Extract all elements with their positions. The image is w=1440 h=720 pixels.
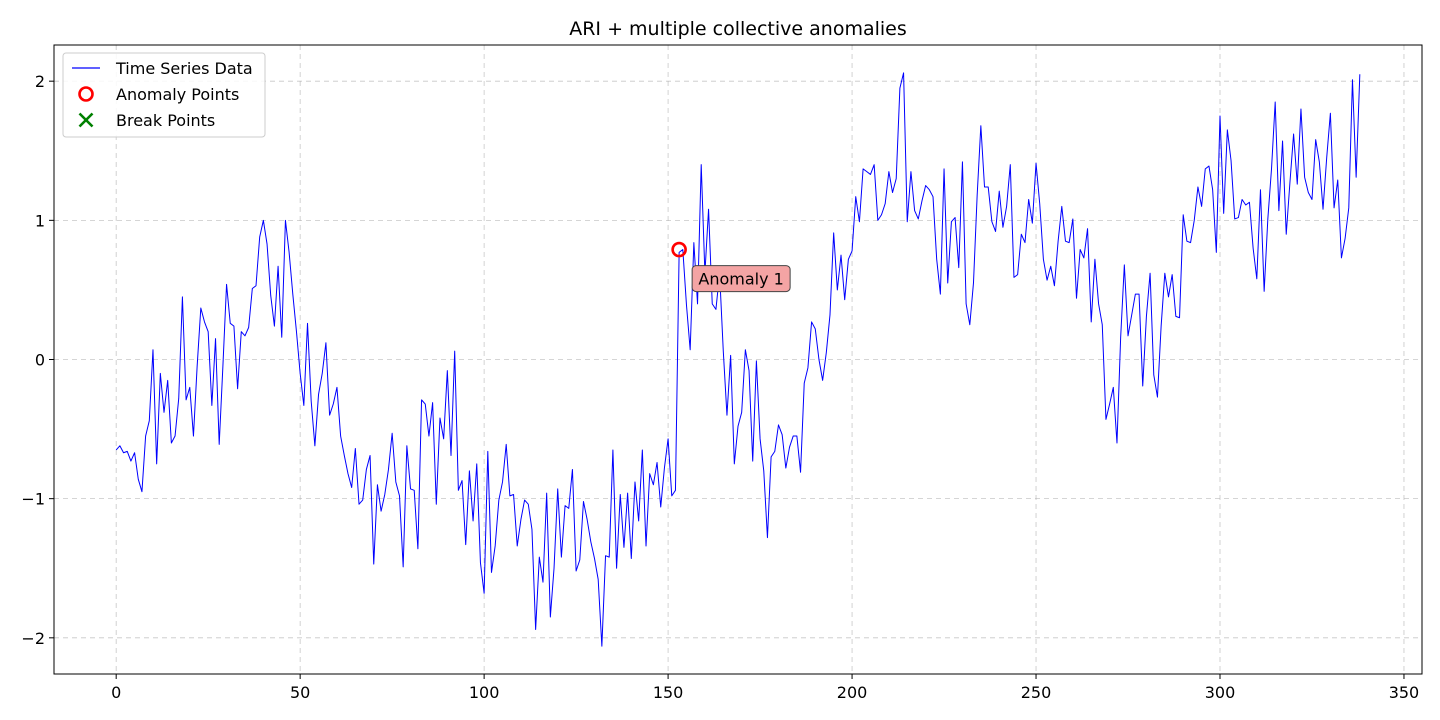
annotation-box [691,265,791,293]
x-tick-label: 100 [469,683,500,702]
y-tick-label: −1 [21,490,45,509]
y-tick-label: −2 [21,629,45,648]
y-tick-label: 0 [35,351,45,370]
x-tick-label: 200 [837,683,868,702]
legend: Time Series Data Anomaly Points Break Poin… [62,52,266,138]
x-tick-label: 50 [290,683,310,702]
x-tick-label: 300 [1205,683,1236,702]
x-tick-label: 150 [653,683,684,702]
legend-label: Break Points [116,111,215,130]
x-tick-label: 250 [1021,683,1052,702]
plot-frame [53,44,1423,675]
legend-label: Time Series Data [115,59,253,78]
legend-box [62,52,266,138]
chart-title: ARI + multiple collective anomalies [569,18,907,40]
legend-x-swatch [78,112,94,128]
x-tick-label: 0 [111,683,121,702]
series-layer [115,72,1361,647]
y-tick-label: 1 [35,211,45,230]
anomaly-point-marker [671,241,687,258]
legend-circle-swatch [78,86,94,102]
axis-ticks: 0 50 100 150 200 250 300 350 −2 −1 0 1 2 [21,72,1419,702]
annotation-layer: Anomaly 1 [671,241,791,293]
grid [54,45,1422,674]
x-tick-label: 350 [1389,683,1420,702]
y-tick-label: 2 [35,72,45,91]
series-line [115,72,1361,647]
legend-label: Anomaly Points [116,85,239,104]
annotation-label: Anomaly 1 [698,270,783,289]
